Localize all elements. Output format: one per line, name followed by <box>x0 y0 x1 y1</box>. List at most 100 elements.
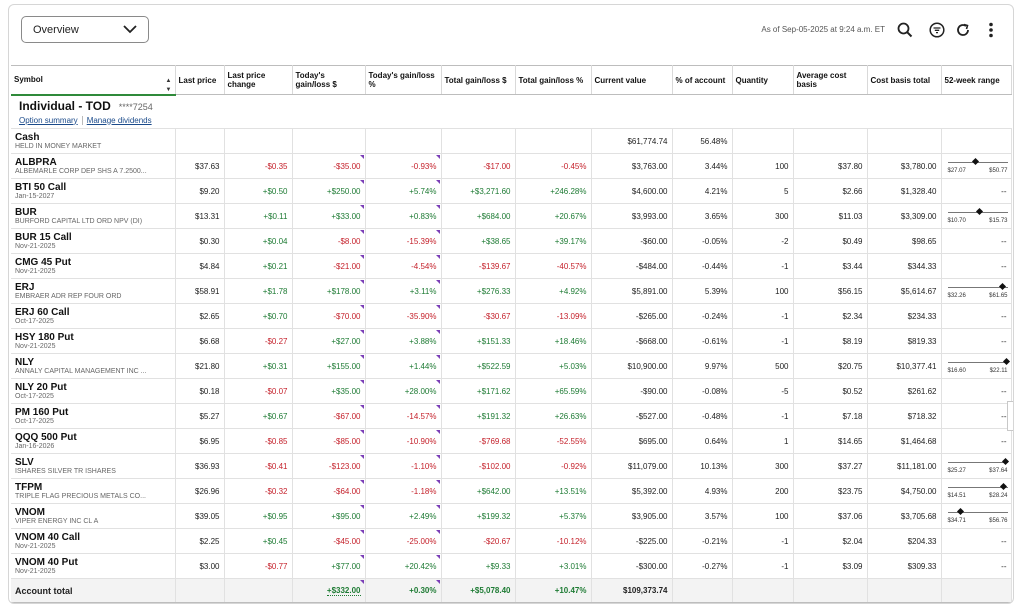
col-header-average-cost[interactable]: Average cost basis <box>793 65 868 95</box>
symbol[interactable]: SLV <box>15 456 34 468</box>
symbol-cell[interactable]: VNOM 40 Put Nov-21-2025 <box>11 553 176 579</box>
symbol[interactable]: BUR <box>15 206 37 218</box>
col-header-current-value[interactable]: Current value <box>591 65 673 95</box>
symbol-cell[interactable]: SLV ISHARES SILVER TR ISHARES <box>11 453 176 479</box>
current-value: -$90.00 <box>591 378 673 404</box>
total-gain-pct: +18.46% <box>515 328 592 354</box>
symbol[interactable]: HSY 180 Put <box>15 331 74 343</box>
symbol-cell[interactable]: NLY 20 Put Oct-17-2025 <box>11 378 176 404</box>
account-total-row: Account total +$332.00 +0.30% +$5,078.40… <box>11 578 1012 603</box>
quantity: -2 <box>732 228 794 254</box>
symbol[interactable]: ALBPRA <box>15 156 57 168</box>
52-week-range-bar: $14.51 $28.24 <box>947 481 1008 501</box>
last-price: $6.68 <box>175 328 225 354</box>
position-row[interactable]: BTI 50 Call Jan-15-2027 $9.20 +$0.50 +$250.0… <box>11 178 1012 204</box>
position-row[interactable]: BUR 15 Call Nov-21-2025 $0.30 +$0.04 -$8.00-… <box>11 228 1012 254</box>
symbol-cell[interactable]: ALBPRA ALBEMARLE CORP DEP SHS A 7.2500... <box>11 153 176 179</box>
col-header-pct-account[interactable]: % of account <box>672 65 733 95</box>
flag-marker <box>359 180 364 184</box>
position-row[interactable]: NLY 20 Put Oct-17-2025 $0.18 -$0.07 +$35.00 +… <box>11 378 1012 404</box>
last-price-change: -$0.32 <box>224 478 293 504</box>
position-row[interactable]: SLV ISHARES SILVER TR ISHARES $36.93 -$0.41… <box>11 453 1012 479</box>
symbol-cell[interactable]: ERJ EMBRAER ADR REP FOUR ORD <box>11 278 176 304</box>
pct-of-account: 3.65% <box>672 203 733 229</box>
symbol-cell[interactable]: VNOM VIPER ENERGY INC CL A <box>11 503 176 529</box>
last-price-change: +$0.45 <box>224 528 293 554</box>
symbol-cell[interactable]: HSY 180 Put Nov-21-2025 <box>11 328 176 354</box>
total-gain-dollar: -$139.67 <box>441 253 516 279</box>
symbol[interactable]: NLY <box>15 356 35 368</box>
col-header-cost-basis-total[interactable]: Cost basis total <box>867 65 942 95</box>
col-header-52-week-range[interactable]: 52-week range <box>941 65 1012 95</box>
description: VIPER ENERGY INC CL A <box>15 517 99 525</box>
sort-icon[interactable]: ▲ ▼ <box>165 78 172 93</box>
symbol-cell[interactable]: BTI 50 Call Jan-15-2027 <box>11 178 176 204</box>
col-header-last-price-change[interactable]: Last price change <box>224 65 293 95</box>
symbol-cell[interactable]: ERJ 60 Call Oct-17-2025 <box>11 303 176 329</box>
symbol[interactable]: VNOM <box>15 506 45 518</box>
position-row[interactable]: TFPM TRIPLE FLAG PRECIOUS METALS CO... $26… <box>11 478 1012 504</box>
symbol[interactable]: VNOM 40 Call <box>15 531 81 543</box>
position-row[interactable]: ERJ EMBRAER ADR REP FOUR ORD $58.91 +$1.78 +… <box>11 278 1012 304</box>
search-icon[interactable] <box>895 20 915 40</box>
col-header-total-gain-pct[interactable]: Total gain/loss % <box>515 65 592 95</box>
symbol-cell[interactable]: VNOM 40 Call Nov-21-2025 <box>11 528 176 554</box>
symbol-cell[interactable]: TFPM TRIPLE FLAG PRECIOUS METALS CO... <box>11 478 176 504</box>
total-todays-gain-dollar[interactable]: +$332.00 <box>292 578 366 603</box>
symbol[interactable]: CMG 45 Put <box>15 256 72 268</box>
symbol[interactable]: Cash <box>15 131 40 143</box>
symbol-cell[interactable]: QQQ 500 Put Jan-16-2026 <box>11 428 176 454</box>
position-row[interactable]: CMG 45 Put Nov-21-2025 $4.84 +$0.21 -$21.00-… <box>11 253 1012 279</box>
last-price-change: +$1.78 <box>224 278 293 304</box>
more-vertical-icon[interactable] <box>981 20 1001 40</box>
col-label: Total gain/loss % <box>518 75 584 85</box>
col-header-todays-gain-pct[interactable]: Today's gain/loss % <box>365 65 442 95</box>
last-price: $37.63 <box>175 153 225 179</box>
symbol[interactable]: NLY 20 Put <box>15 381 67 393</box>
diamond-marker-icon <box>999 282 1007 291</box>
symbol[interactable]: PM 160 Put <box>15 406 69 418</box>
symbol[interactable]: VNOM 40 Put <box>15 556 78 568</box>
col-header-quantity[interactable]: Quantity <box>732 65 794 95</box>
position-row[interactable]: VNOM 40 Call Nov-21-2025 $2.25 +$0.45 -$45.0… <box>11 528 1012 554</box>
symbol[interactable]: ERJ <box>15 281 35 293</box>
symbol-cell[interactable]: BUR BURFORD CAPITAL LTD ORD NPV (DI) <box>11 203 176 229</box>
position-row[interactable]: BUR BURFORD CAPITAL LTD ORD NPV (DI) $13.3… <box>11 203 1012 229</box>
filter-icon[interactable] <box>927 20 947 40</box>
symbol-cell[interactable]: Cash HELD IN MONEY MARKET <box>11 128 176 154</box>
side-panel-handle[interactable] <box>1007 401 1013 431</box>
symbol[interactable]: ERJ 60 Call <box>15 306 70 318</box>
description: ALBEMARLE CORP DEP SHS A 7.2500... <box>15 167 147 175</box>
symbol-cell[interactable]: CMG 45 Put Nov-21-2025 <box>11 253 176 279</box>
symbol[interactable]: BUR 15 Call <box>15 231 72 243</box>
manage-dividends-link[interactable]: Manage dividends <box>86 115 152 125</box>
flag-marker <box>435 330 440 334</box>
symbol-cell[interactable]: NLY ANNALY CAPITAL MANAGEMENT INC ... <box>11 353 176 379</box>
col-header-todays-gain-dollar[interactable]: Today's gain/loss $ <box>292 65 366 95</box>
value-text: -$70.00 <box>333 311 361 321</box>
total-todays-gain-pct: +0.30% <box>365 578 442 603</box>
position-row[interactable]: ALBPRA ALBEMARLE CORP DEP SHS A 7.2500...… <box>11 153 1012 179</box>
symbol[interactable]: BTI 50 Call <box>15 181 67 193</box>
total-todays-gain-dollar-text[interactable]: +$332.00 <box>326 586 361 596</box>
col-header-last-price[interactable]: Last price <box>175 65 225 95</box>
col-header-total-gain-dollar[interactable]: Total gain/loss $ <box>441 65 516 95</box>
symbol-cell[interactable]: PM 160 Put Oct-17-2025 <box>11 403 176 429</box>
view-select[interactable]: Overview <box>21 16 149 43</box>
current-value: $5,392.00 <box>591 478 673 504</box>
position-row[interactable]: ERJ 60 Call Oct-17-2025 $2.65 +$0.70 -$70.00… <box>11 303 1012 329</box>
symbol[interactable]: TFPM <box>15 481 43 493</box>
position-row[interactable]: PM 160 Put Oct-17-2025 $5.27 +$0.67 -$67.00-… <box>11 403 1012 429</box>
cash-row[interactable]: Cash HELD IN MONEY MARKET $61,774.74 56.4… <box>11 128 1012 154</box>
symbol-cell[interactable]: BUR 15 Call Nov-21-2025 <box>11 228 176 254</box>
col-header-symbol[interactable]: Symbol ▲ ▼ <box>11 65 176 96</box>
value-text: -14.57% <box>406 411 437 421</box>
option-summary-link[interactable]: Option summary <box>19 115 78 125</box>
position-row[interactable]: HSY 180 Put Nov-21-2025 $6.68 -$0.27 +$27.00… <box>11 328 1012 354</box>
position-row[interactable]: VNOM 40 Put Nov-21-2025 $3.00 -$0.77 +$77.00… <box>11 553 1012 579</box>
refresh-icon[interactable] <box>953 20 973 40</box>
symbol[interactable]: QQQ 500 Put <box>15 431 77 443</box>
position-row[interactable]: QQQ 500 Put Jan-16-2026 $6.95 -$0.85 -$85.00… <box>11 428 1012 454</box>
position-row[interactable]: NLY ANNALY CAPITAL MANAGEMENT INC ... $21.… <box>11 353 1012 379</box>
position-row[interactable]: VNOM VIPER ENERGY INC CL A $39.05 +$0.95 +$9… <box>11 503 1012 529</box>
